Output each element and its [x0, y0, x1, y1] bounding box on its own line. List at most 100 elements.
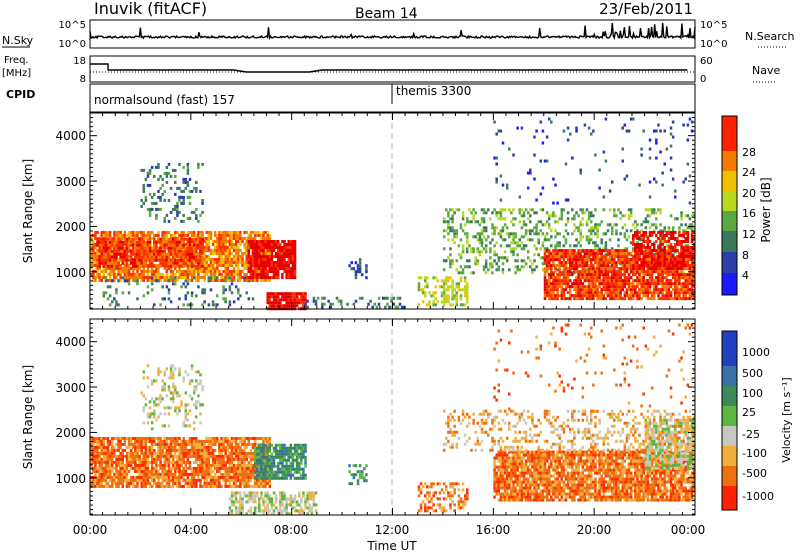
power-data-cell: [164, 190, 167, 193]
power-data-cell: [659, 223, 662, 226]
power-data-cell: [521, 127, 524, 130]
power-data-cell: [596, 235, 599, 238]
power-ytick-2000: 2000: [55, 220, 86, 234]
power-data-cell: [626, 249, 629, 252]
power-data-cell: [258, 252, 261, 255]
power-data-cell: [164, 220, 167, 223]
power-data-cell: [174, 273, 177, 276]
power-data-cell: [491, 265, 494, 268]
power-data-cell: [201, 244, 204, 247]
power-data-cell: [458, 282, 461, 285]
power-data-cell: [672, 255, 675, 258]
power-data-cell: [313, 297, 316, 300]
power-data-cell: [510, 211, 513, 214]
power-data-cell: [609, 223, 612, 226]
power-data-cell: [598, 285, 601, 288]
power-data-cell: [371, 306, 374, 309]
power-data-cell: [565, 264, 568, 267]
power-data-cell: [571, 157, 574, 160]
power-data-cell: [237, 291, 240, 294]
power-data-cell: [462, 268, 465, 271]
power-data-cell: [596, 288, 599, 291]
power-data-cell: [579, 244, 582, 247]
power-data-cell: [678, 294, 681, 297]
power-data-cell: [466, 241, 469, 244]
power-data-cell: [456, 297, 459, 300]
power-data-cell: [659, 246, 662, 249]
power-data-cell: [687, 234, 690, 237]
power-data-cell: [485, 259, 488, 262]
power-data-cell: [672, 226, 675, 229]
power-data-cell: [619, 276, 622, 279]
power-data-cell: [206, 273, 209, 276]
power-data-cell: [210, 276, 213, 279]
power-data-cell: [287, 264, 290, 267]
power-data-cell: [466, 250, 469, 253]
power-data-cell: [600, 241, 603, 244]
power-data-cell: [233, 267, 236, 270]
power-data-cell: [474, 256, 477, 259]
power-data-cell: [197, 279, 200, 282]
power-data-cell: [195, 190, 198, 193]
power-data-cell: [445, 282, 448, 285]
power-data-cell: [640, 249, 643, 252]
power-data-cell: [239, 249, 242, 252]
power-data-cell: [500, 211, 503, 214]
power-data-cell: [466, 282, 469, 285]
power-data-cell: [166, 234, 169, 237]
power-data-cell: [155, 265, 158, 268]
power-data-cell: [548, 217, 551, 220]
power-data-cell: [210, 231, 213, 234]
power-data-cell: [277, 270, 280, 273]
power-data-cell: [231, 264, 234, 267]
power-data-cell: [579, 232, 582, 235]
power-data-cell: [187, 276, 190, 279]
power-data-cell: [428, 291, 431, 294]
power-data-cell: [458, 244, 461, 247]
power-data-cell: [260, 246, 263, 249]
power-data-cell: [579, 169, 582, 172]
power-data-cell: [462, 271, 465, 274]
power-data-cell: [508, 244, 511, 247]
power-data-cell: [258, 231, 261, 234]
power-data-cell: [481, 244, 484, 247]
power-data-cell: [447, 232, 450, 235]
power-data-cell: [157, 190, 160, 193]
power-data-cell: [447, 211, 450, 214]
power-data-cell: [632, 264, 635, 267]
power-data-cell: [147, 291, 150, 294]
power-data-cell: [687, 124, 690, 127]
power-data-cell: [527, 187, 530, 190]
power-data-cell: [443, 235, 446, 238]
power-data-cell: [304, 303, 307, 306]
power-data-cell: [166, 273, 169, 276]
power-data-cell: [577, 226, 580, 229]
power-data-cell: [565, 163, 568, 166]
power-data-cell: [159, 187, 162, 190]
power-data-cell: [111, 279, 114, 282]
power-data-cell: [161, 285, 164, 288]
power-data-cell: [128, 291, 131, 294]
power-data-cell: [649, 240, 652, 243]
power-data-cell: [151, 250, 154, 253]
power-ytick-1000: 1000: [55, 266, 86, 280]
power-data-cell: [588, 235, 591, 238]
power-data-cell: [516, 253, 519, 256]
power-data-cell: [617, 244, 620, 247]
power-data-cell: [579, 229, 582, 232]
power-data-cell: [502, 271, 505, 274]
power-data-cell: [98, 273, 101, 276]
power-data-cell: [101, 279, 104, 282]
power-data-cell: [590, 133, 593, 136]
power-data-cell: [472, 247, 475, 250]
power-data-cell: [149, 234, 152, 237]
power-data-cell: [485, 247, 488, 250]
power-data-cell: [201, 256, 204, 259]
velocity-data-cell: [94, 473, 97, 476]
power-data-cell: [558, 267, 561, 270]
power-data-cell: [649, 214, 652, 217]
power-data-cell: [537, 238, 540, 241]
power-data-cell: [567, 127, 570, 130]
power-data-cell: [674, 231, 677, 234]
power-data-cell: [691, 223, 694, 226]
